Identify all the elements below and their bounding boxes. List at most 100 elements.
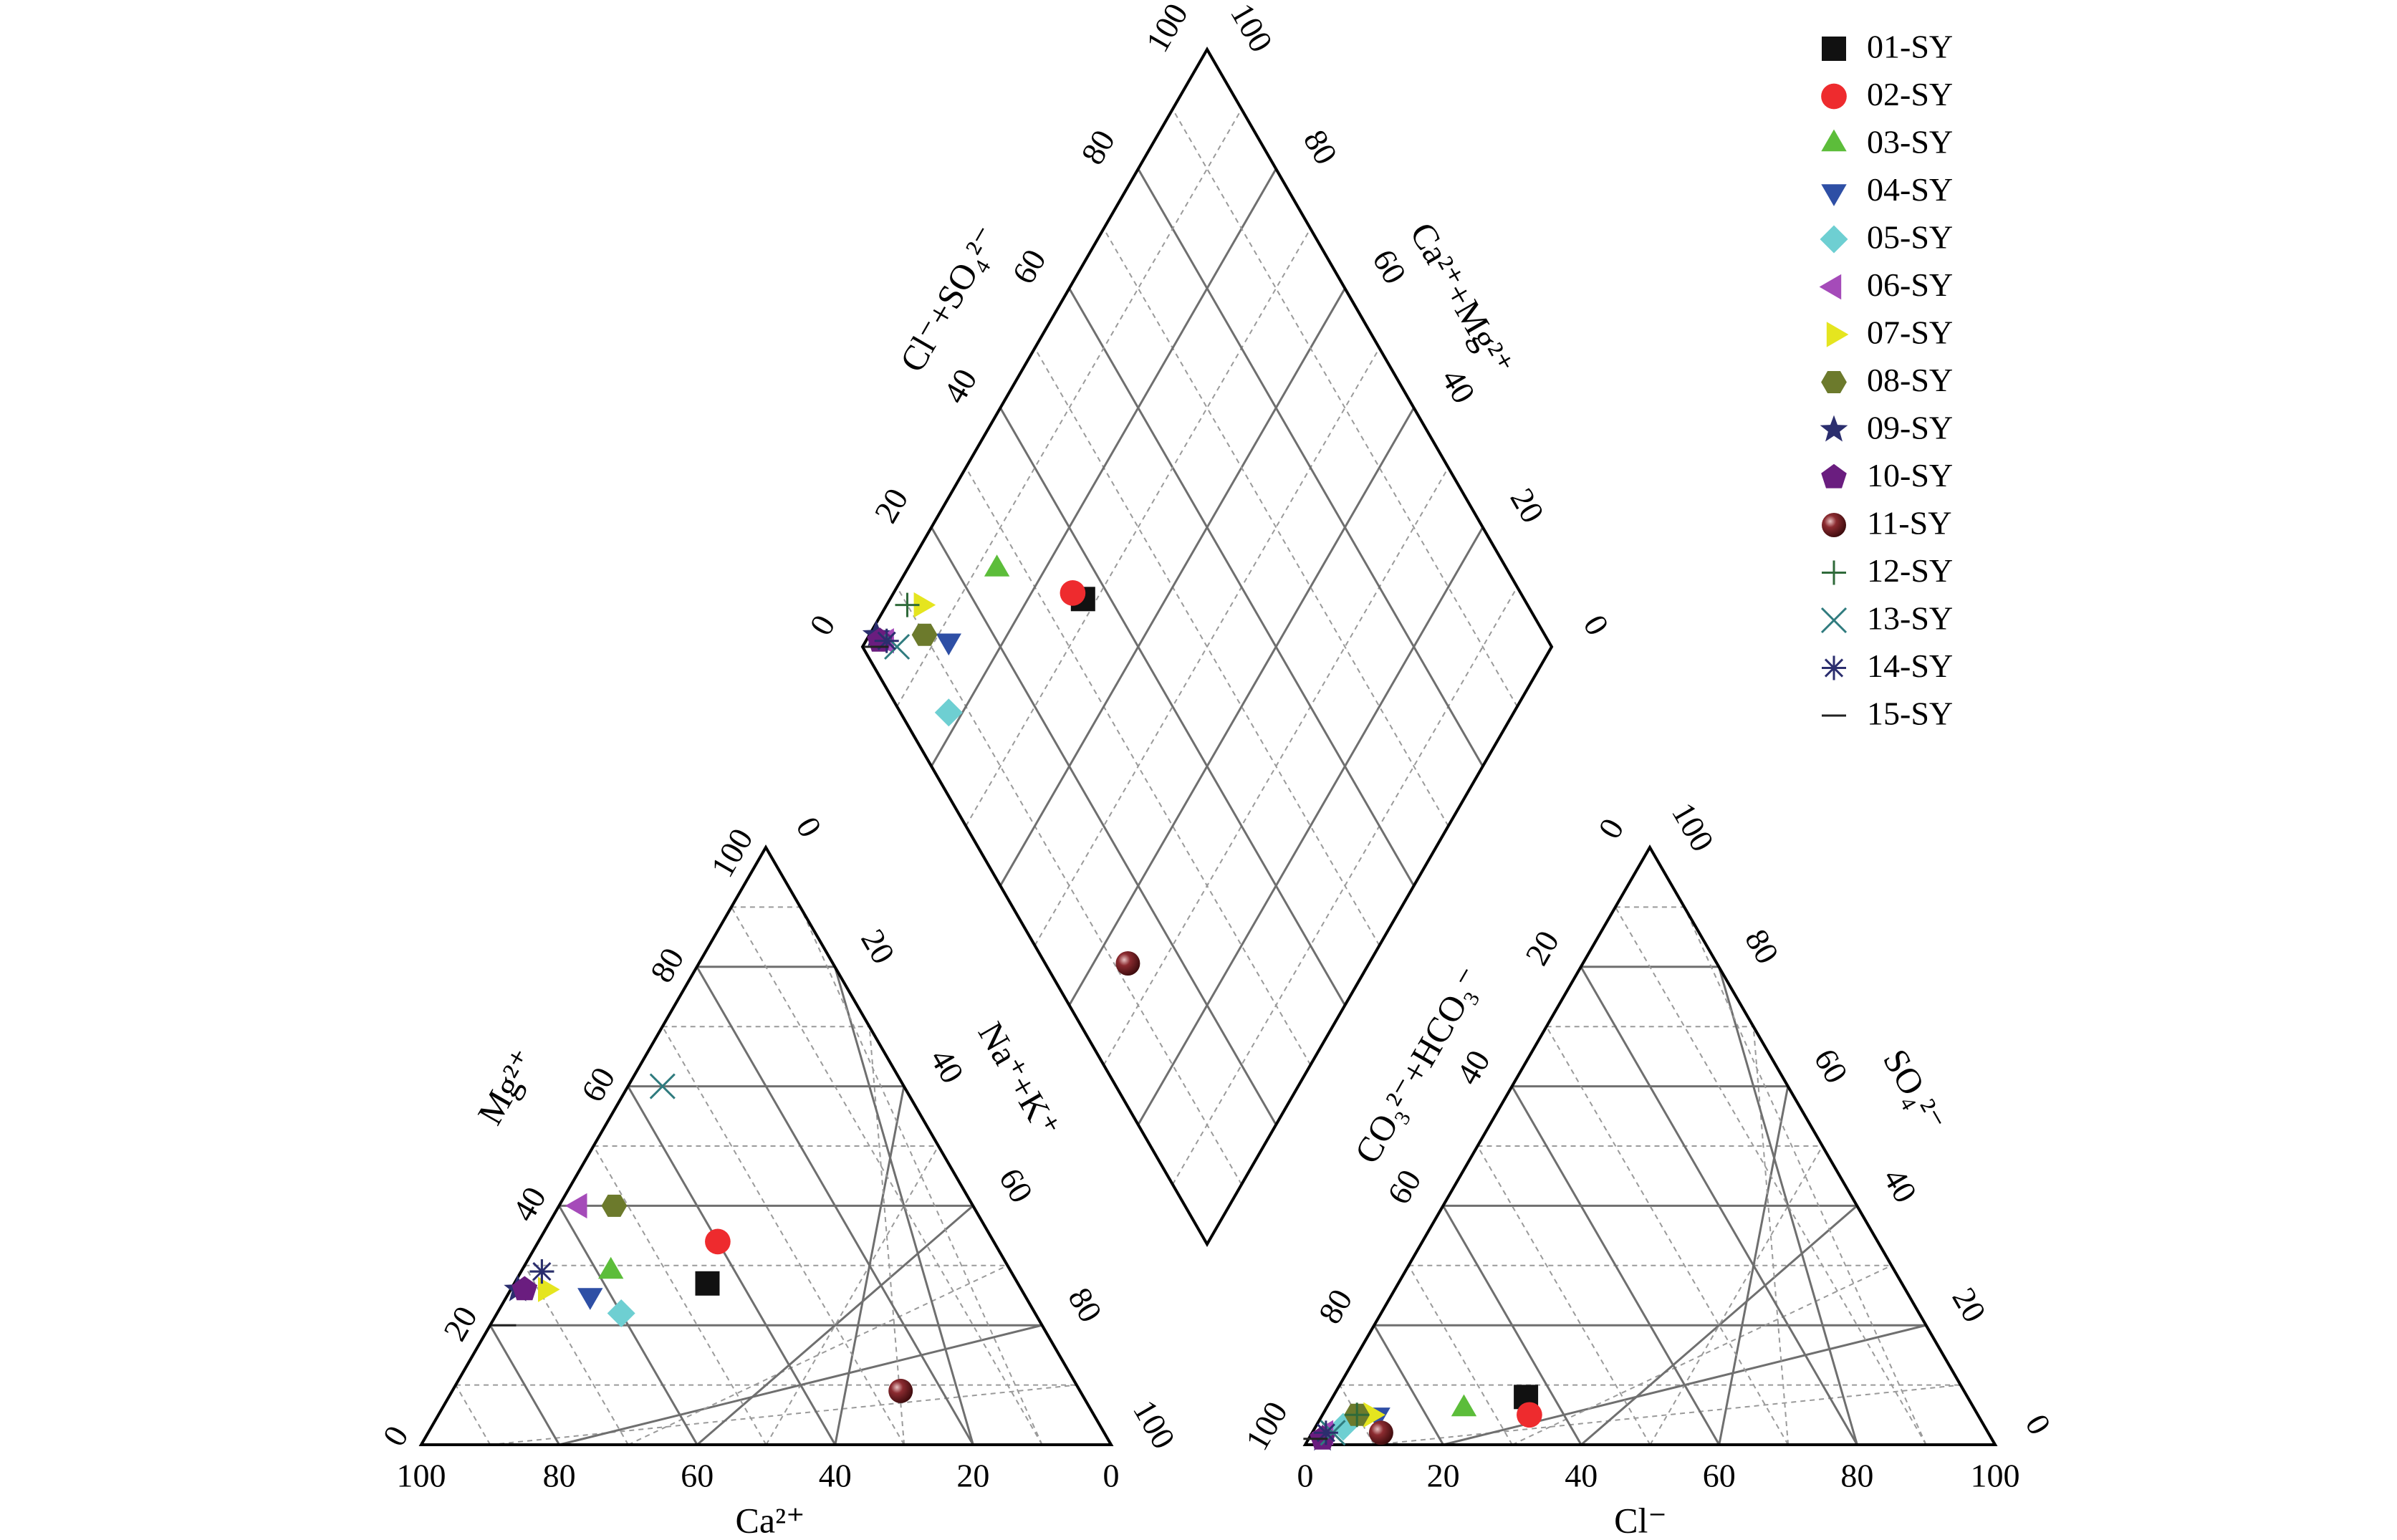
ca-tick-label: 80 xyxy=(543,1458,576,1494)
point-diamond-11-sy xyxy=(1115,951,1140,976)
cl-so4-tick-label: 0 xyxy=(802,609,842,641)
legend-item-11-sy: 11-SY xyxy=(1822,505,1951,542)
legend-item-06-sy: 06-SY xyxy=(1819,266,1953,303)
hco3-tick-label: 0 xyxy=(1591,812,1631,844)
ca-mg-tick-label: 60 xyxy=(1365,243,1413,289)
point-cation-10-sy xyxy=(511,1276,538,1301)
ca-tick-label: 100 xyxy=(397,1458,446,1494)
legend-marker-diamond xyxy=(1820,225,1848,254)
mg-axis-title: Mg²⁺ xyxy=(469,1042,544,1131)
cl-tick-label: 100 xyxy=(1971,1458,2020,1494)
point-cation-07-sy xyxy=(538,1276,560,1302)
cl-axis-title: Cl⁻ xyxy=(1614,1500,1667,1540)
so4-tick-label: 100 xyxy=(1665,797,1721,857)
legend-marker-x xyxy=(1820,607,1848,634)
legend-item-04-sy: 04-SY xyxy=(1821,171,1953,208)
mg-tick-label: 0 xyxy=(375,1420,415,1452)
na-k-axis-title: Na⁺+K⁺ xyxy=(971,1015,1068,1144)
hco3-tick-label: 80 xyxy=(1311,1283,1359,1329)
hco3-tick-label: 60 xyxy=(1380,1163,1428,1210)
cl-tick-label: 40 xyxy=(1565,1458,1598,1494)
cl-so4-tick-label: 60 xyxy=(1005,243,1053,289)
point-cation-08-sy xyxy=(601,1194,628,1217)
cl-tick-label: 80 xyxy=(1840,1458,1873,1494)
na-k-tick-label: 60 xyxy=(992,1162,1040,1208)
ca-mg-axis-title: Ca²⁺+Mg²⁺ xyxy=(1403,216,1522,382)
point-cation-14-sy xyxy=(529,1259,554,1284)
point-anion-03-sy xyxy=(1451,1394,1477,1417)
mg-tick-label: 40 xyxy=(505,1180,553,1227)
legend-marker-sphere xyxy=(1822,513,1846,537)
legend-item-01-sy: 01-SY xyxy=(1822,29,1953,65)
cl-tick-label: 0 xyxy=(1297,1458,1314,1494)
legend-marker-triangle-up xyxy=(1821,129,1847,152)
legend-label: 11-SY xyxy=(1867,505,1951,542)
point-diamond-14-sy xyxy=(874,628,899,653)
legend-item-12-sy: 12-SY xyxy=(1822,552,1953,589)
legend-marker-asterisk xyxy=(1822,655,1846,680)
legend-item-02-sy: 02-SY xyxy=(1821,76,1953,112)
hco3-tick-label: 40 xyxy=(1449,1044,1497,1090)
so4-axis-title: SO₄²⁻ xyxy=(1875,1042,1954,1138)
ca-tick-label: 0 xyxy=(1103,1458,1120,1494)
ca-tick-label: 20 xyxy=(956,1458,989,1494)
point-anion-12-sy xyxy=(1345,1402,1370,1428)
point-cation-02-sy xyxy=(705,1228,731,1255)
point-anion-11-sy xyxy=(1368,1420,1393,1445)
legend-marker-triangle-left xyxy=(1819,274,1842,300)
point-diamond-12-sy xyxy=(895,592,920,617)
legend-item-03-sy: 03-SY xyxy=(1821,124,1953,160)
point-cation-06-sy xyxy=(565,1193,587,1219)
legend-label: 06-SY xyxy=(1867,266,1953,303)
point-diamond-07-sy xyxy=(913,592,936,618)
legend-item-15-sy: 15-SY xyxy=(1822,696,1953,732)
legend-label: 09-SY xyxy=(1867,410,1953,446)
legend-label: 03-SY xyxy=(1867,124,1953,160)
point-anion-02-sy xyxy=(1517,1402,1542,1428)
hco3-tick-label: 20 xyxy=(1518,925,1566,971)
legend-label: 14-SY xyxy=(1867,648,1953,684)
so4-tick-label: 40 xyxy=(1876,1162,1924,1208)
ca-mg-tick-label: 40 xyxy=(1434,362,1482,409)
legend-marker-square xyxy=(1822,37,1846,61)
point-anion-14-sy xyxy=(1313,1420,1338,1445)
cl-so4-tick-label: 100 xyxy=(1138,0,1195,58)
legend-label: 12-SY xyxy=(1867,552,1953,589)
legend-label: 01-SY xyxy=(1867,29,1953,65)
so4-tick-label: 0 xyxy=(2018,1408,2058,1440)
na-k-tick-label: 20 xyxy=(854,923,902,970)
point-cation-03-sy xyxy=(598,1256,624,1279)
ca-mg-tick-label: 100 xyxy=(1224,0,1280,58)
point-cation-05-sy xyxy=(607,1299,635,1327)
ca-axis-title: Ca²⁺ xyxy=(736,1500,805,1540)
so4-tick-label: 60 xyxy=(1807,1042,1855,1089)
legend-label: 07-SY xyxy=(1867,314,1953,351)
point-anion-07-sy xyxy=(1363,1402,1385,1428)
legend-item-13-sy: 13-SY xyxy=(1820,600,1953,637)
legend-marker-plus xyxy=(1822,560,1846,585)
cl-so4-axis-title: Cl⁻+SO₄²⁻ xyxy=(892,219,1007,378)
legend-marker-star xyxy=(1820,415,1848,442)
ca-mg-tick-label: 0 xyxy=(1576,609,1616,641)
cl-tick-label: 60 xyxy=(1703,1458,1736,1494)
legend-label: 10-SY xyxy=(1867,457,1953,494)
legend-item-09-sy: 09-SY xyxy=(1820,410,1953,446)
ca-tick-label: 60 xyxy=(681,1458,714,1494)
legend-item-14-sy: 14-SY xyxy=(1822,648,1953,684)
mg-tick-label: 80 xyxy=(643,942,691,988)
legend-marker-pentagon xyxy=(1821,463,1847,489)
point-cation-01-sy xyxy=(695,1271,720,1296)
ca-mg-tick-label: 20 xyxy=(1503,482,1551,529)
point-diamond-04-sy xyxy=(936,633,961,656)
legend-item-10-sy: 10-SY xyxy=(1821,457,1953,494)
legend-label: 13-SY xyxy=(1867,600,1953,637)
na-k-tick-label: 0 xyxy=(789,811,829,843)
cl-so4-tick-label: 20 xyxy=(867,482,915,529)
point-diamond-05-sy xyxy=(934,698,963,727)
legend-label: 05-SY xyxy=(1867,219,1953,256)
legend-marker-circle xyxy=(1821,83,1847,110)
legend-marker-triangle-right xyxy=(1826,322,1849,347)
point-diamond-03-sy xyxy=(984,554,1010,577)
cl-so4-tick-label: 40 xyxy=(936,362,984,409)
